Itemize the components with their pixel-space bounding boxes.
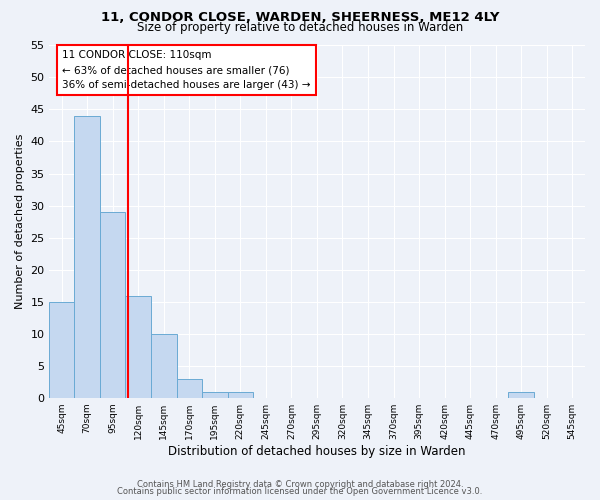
Text: 11, CONDOR CLOSE, WARDEN, SHEERNESS, ME12 4LY: 11, CONDOR CLOSE, WARDEN, SHEERNESS, ME1…	[101, 11, 499, 24]
Bar	[74, 116, 100, 399]
Bar	[176, 379, 202, 398]
Bar	[49, 302, 74, 398]
Bar	[151, 334, 176, 398]
Bar	[100, 212, 125, 398]
Text: 11 CONDOR CLOSE: 110sqm
← 63% of detached houses are smaller (76)
36% of semi-de: 11 CONDOR CLOSE: 110sqm ← 63% of detache…	[62, 50, 311, 90]
Y-axis label: Number of detached properties: Number of detached properties	[15, 134, 25, 310]
Text: Size of property relative to detached houses in Warden: Size of property relative to detached ho…	[137, 22, 463, 35]
Bar	[227, 392, 253, 398]
Bar	[508, 392, 534, 398]
X-axis label: Distribution of detached houses by size in Warden: Distribution of detached houses by size …	[168, 444, 466, 458]
Text: Contains public sector information licensed under the Open Government Licence v3: Contains public sector information licen…	[118, 487, 482, 496]
Bar	[125, 296, 151, 399]
Text: Contains HM Land Registry data © Crown copyright and database right 2024.: Contains HM Land Registry data © Crown c…	[137, 480, 463, 489]
Bar	[202, 392, 227, 398]
